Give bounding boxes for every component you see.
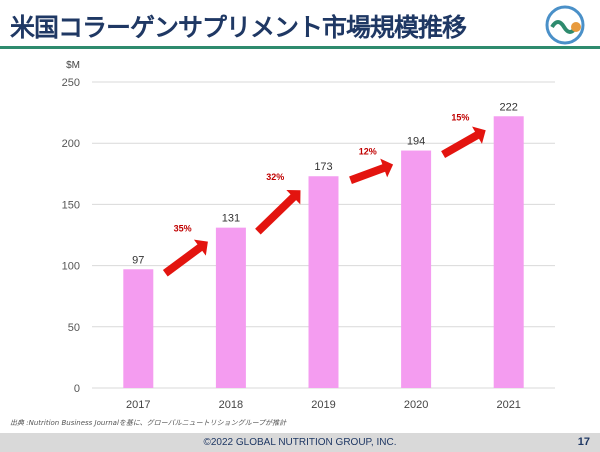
growth-arrow	[255, 190, 301, 235]
y-tick-label: 200	[62, 138, 80, 150]
y-tick-label: 0	[74, 383, 80, 395]
x-tick-label: 2020	[404, 399, 428, 411]
data-label: 131	[222, 213, 240, 225]
growth-arrow	[349, 158, 394, 185]
growth-label: 35%	[174, 224, 192, 234]
bar	[493, 116, 524, 388]
bar	[215, 227, 246, 388]
y-tick-label: 150	[62, 199, 80, 211]
footer-bar: ©2022 GLOBAL NUTRITION GROUP, INC. 17	[0, 433, 600, 452]
data-label: 97	[132, 254, 144, 266]
copyright: ©2022 GLOBAL NUTRITION GROUP, INC.	[203, 437, 397, 448]
data-label: 173	[314, 161, 332, 173]
data-label: 194	[407, 136, 425, 148]
y-axis-label: $M	[66, 60, 80, 71]
growth-label: 32%	[266, 172, 284, 182]
growth-arrow	[162, 239, 208, 277]
growth-label: 15%	[451, 112, 469, 122]
page-number: 17	[577, 436, 590, 448]
x-tick-label: 2019	[311, 399, 335, 411]
bar	[123, 269, 154, 388]
data-label: 222	[500, 101, 518, 113]
company-logo	[545, 5, 585, 45]
growth-arrow	[441, 126, 486, 159]
bar-chart: $M 0 50 100 150 200 250 97 2017 131 2018 173 2019 194…	[62, 60, 555, 411]
y-tick-label: 100	[62, 261, 80, 273]
growth-label: 12%	[359, 147, 377, 157]
header-divider	[0, 46, 600, 49]
source-note: 出典 :Nutrition Business Journalを基に、グローバルニ…	[10, 419, 287, 427]
x-tick-label: 2017	[126, 399, 150, 411]
bar	[308, 176, 339, 388]
y-tick-label: 250	[62, 77, 80, 89]
page-title: 米国コラーゲンサプリメント市場規模推移	[10, 13, 467, 42]
x-tick-label: 2018	[219, 399, 243, 411]
y-tick-label: 50	[68, 322, 80, 334]
x-tick-label: 2021	[496, 399, 520, 411]
bar	[401, 150, 432, 388]
